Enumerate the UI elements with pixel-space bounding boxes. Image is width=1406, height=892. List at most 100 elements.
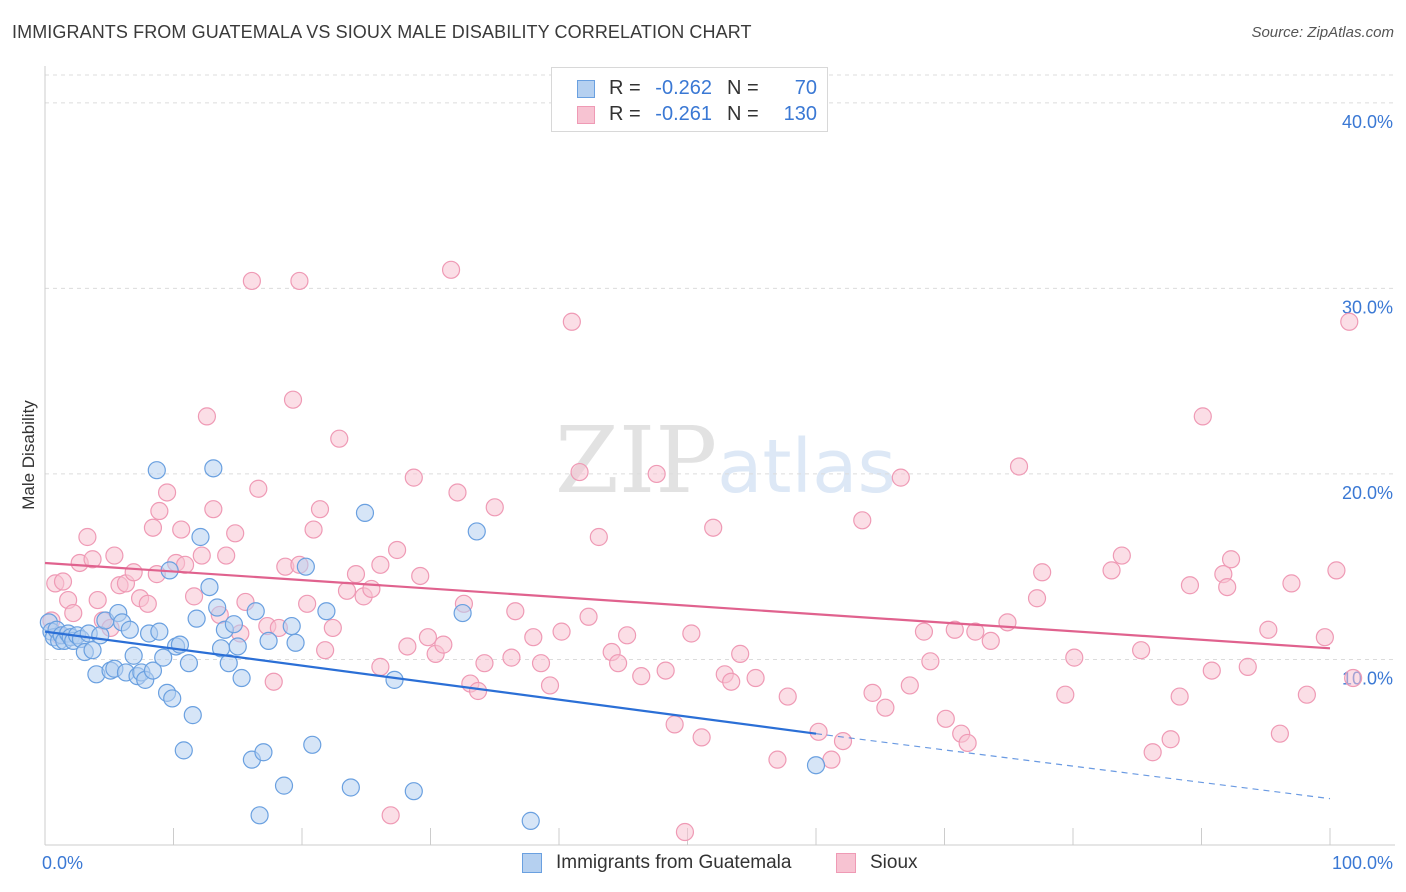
data-point — [1056, 685, 1075, 704]
data-point — [224, 615, 243, 634]
data-point — [179, 654, 199, 673]
data-point — [274, 776, 294, 795]
chart-title: IMMIGRANTS FROM GUATEMALA VS SIOUX MALE … — [12, 22, 752, 42]
legend-r-value: -0.261 — [655, 103, 712, 125]
data-point — [609, 654, 628, 673]
data-point — [1270, 724, 1289, 743]
data-point — [217, 546, 236, 565]
data-point — [1132, 641, 1151, 660]
y-tick-label: 40.0% — [1342, 112, 1393, 132]
data-point — [1102, 561, 1121, 580]
data-point — [441, 260, 461, 279]
data-point — [298, 594, 317, 613]
data-point — [197, 407, 217, 426]
data-point — [704, 518, 723, 537]
data-point — [467, 522, 486, 541]
data-point — [891, 468, 910, 487]
series-label-guatemala: Immigrants from Guatemala — [556, 852, 792, 873]
data-point — [1202, 661, 1221, 680]
data-point — [618, 626, 637, 645]
data-point — [589, 527, 608, 547]
data-point — [283, 390, 303, 409]
data-point — [64, 603, 83, 623]
data-point — [282, 616, 301, 636]
data-point — [120, 620, 139, 639]
trend-line-guatemala — [44, 630, 817, 735]
data-point — [250, 806, 269, 825]
data-point — [809, 722, 828, 741]
data-point — [242, 271, 261, 291]
x-tick-label: 100.0% — [1332, 853, 1393, 873]
data-point — [656, 661, 675, 680]
legend-swatch-sioux — [577, 106, 595, 124]
data-point — [83, 550, 102, 569]
data-point — [434, 635, 453, 654]
data-point — [157, 483, 177, 502]
data-point — [105, 546, 124, 565]
data-point — [371, 657, 390, 676]
data-point — [768, 750, 787, 769]
data-point — [174, 741, 193, 760]
data-point — [453, 603, 472, 623]
data-point — [1112, 546, 1131, 565]
data-point — [411, 566, 430, 586]
data-point — [296, 557, 315, 576]
data-point — [1340, 312, 1359, 331]
legend-row-sioux: R = -0.261 N = 130 — [552, 103, 827, 129]
data-point — [632, 667, 651, 686]
data-point — [183, 706, 202, 725]
data-point — [1161, 730, 1180, 749]
series-swatch-guatemala — [522, 853, 542, 873]
data-point — [316, 641, 335, 660]
legend-n-label: N = — [727, 103, 759, 125]
data-point — [722, 672, 741, 691]
data-point — [1218, 577, 1237, 597]
data-point — [1238, 657, 1257, 676]
data-point — [254, 743, 273, 762]
data-point — [143, 661, 163, 680]
data-point — [249, 479, 268, 498]
data-point — [1344, 668, 1363, 688]
data-point — [945, 620, 964, 639]
legend-row-guatemala: R = -0.262 N = 70 — [552, 77, 827, 103]
data-point — [355, 503, 375, 522]
data-point — [228, 637, 247, 656]
trend-line-sioux — [44, 561, 1331, 650]
data-point — [418, 628, 438, 647]
y-axis-label: Male Disability — [19, 400, 38, 510]
data-point — [647, 464, 666, 484]
data-point — [192, 546, 211, 565]
data-point — [540, 676, 560, 695]
data-point — [1259, 620, 1278, 639]
y-tick-label: 30.0% — [1342, 297, 1393, 317]
data-point — [341, 778, 360, 797]
data-point — [665, 715, 684, 734]
data-point — [579, 607, 598, 626]
data-point — [524, 628, 543, 647]
data-point — [191, 527, 210, 547]
data-point — [966, 622, 985, 641]
data-point — [310, 500, 330, 519]
data-point — [502, 648, 521, 667]
data-point — [147, 461, 166, 480]
data-point — [187, 609, 206, 628]
data-point — [143, 518, 163, 537]
watermark: ZIPatlas — [555, 407, 896, 514]
data-point — [552, 622, 571, 641]
data-point — [371, 555, 390, 574]
legend-n-label: N = — [727, 77, 759, 99]
data-point — [317, 602, 336, 621]
data-point — [981, 631, 1000, 651]
data-point — [1221, 550, 1241, 569]
data-point — [1180, 576, 1200, 595]
data-point — [1327, 561, 1346, 580]
data-point — [1170, 687, 1189, 706]
data-point — [562, 312, 581, 331]
data-point — [1282, 574, 1301, 593]
data-point — [219, 654, 238, 673]
data-point — [404, 782, 423, 801]
data-point — [746, 668, 765, 688]
data-point — [138, 594, 157, 613]
data-point — [264, 672, 283, 691]
data-point — [531, 654, 551, 673]
